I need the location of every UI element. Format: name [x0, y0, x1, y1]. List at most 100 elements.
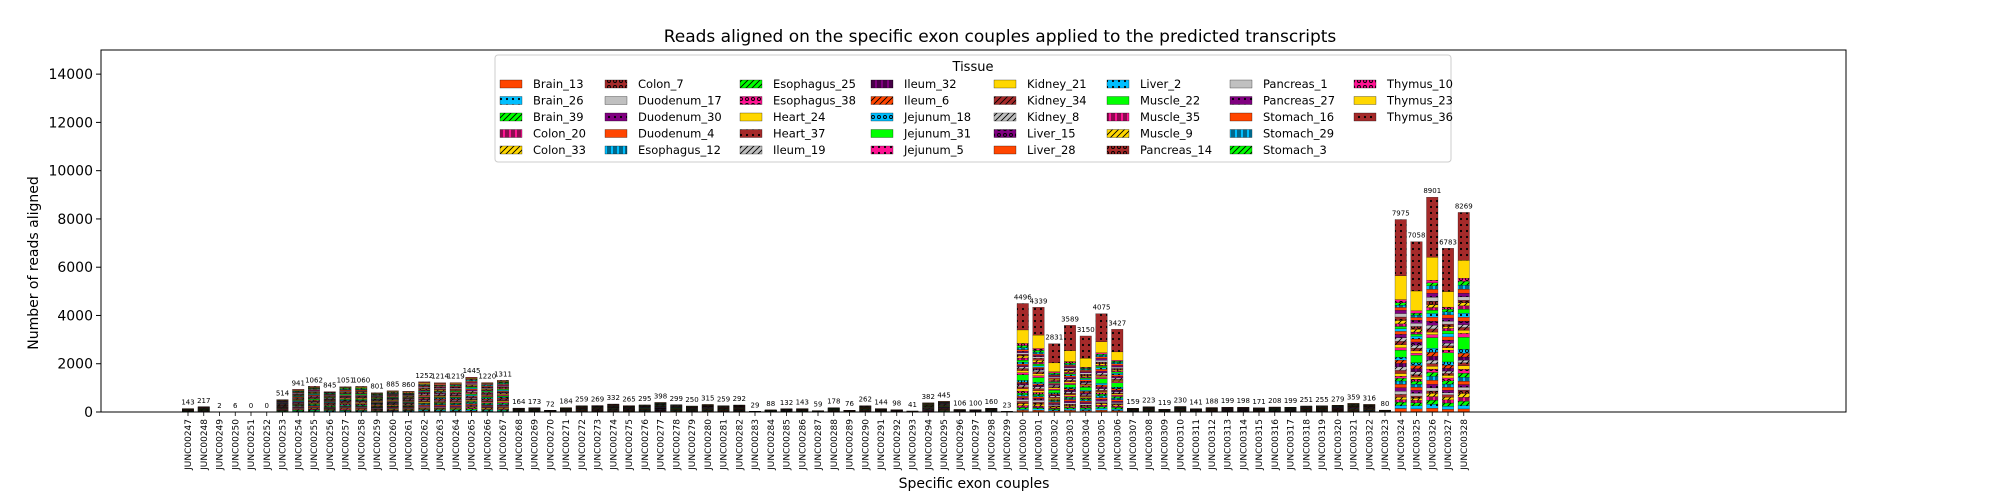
- legend-label: Esophagus_12: [638, 143, 721, 157]
- bar-segment: [465, 393, 478, 395]
- x-tick-label: JUNC00303: [1066, 419, 1076, 471]
- bar-segment: [1016, 303, 1029, 331]
- bar-segment: [1032, 365, 1045, 368]
- bar-JUNC00276: [638, 404, 651, 413]
- bar-segment: [1016, 403, 1029, 406]
- x-tick-label: JUNC00257: [342, 419, 352, 471]
- legend-item: Kidney_8: [993, 110, 1079, 124]
- bar-segment: [1032, 408, 1045, 411]
- legend-item: Muscle_22: [1106, 94, 1200, 108]
- bar-segment: [1048, 401, 1061, 403]
- bar-segment: [1095, 397, 1108, 400]
- bar-segment: [1032, 404, 1045, 407]
- x-tick-label: JUNC00307: [1129, 419, 1139, 471]
- legend-item: Brain_26: [499, 94, 584, 108]
- x-tick-label: JUNC00265: [468, 419, 478, 471]
- x-tick-label: JUNC00288: [830, 419, 840, 471]
- data-label: 8269: [1455, 202, 1473, 210]
- bar-segment: [1426, 366, 1439, 370]
- legend-swatch: [870, 79, 894, 89]
- bar-segment: [1032, 390, 1045, 393]
- bar-segment: [1032, 392, 1045, 395]
- bar-segment: [1048, 396, 1061, 399]
- legend-label: Heart_24: [773, 110, 825, 124]
- bar-segment: [1016, 399, 1029, 402]
- bar-segment: [1111, 380, 1124, 382]
- data-label: 143: [796, 399, 809, 407]
- x-tick-label: JUNC00273: [594, 419, 604, 471]
- bar-segment: [1048, 343, 1061, 364]
- bar-segment: [1394, 323, 1407, 327]
- bar-segment: [1048, 386, 1061, 388]
- bar-segment: [1394, 390, 1407, 395]
- x-tick-label: JUNC00282: [735, 419, 745, 471]
- bar-segment: [1079, 405, 1092, 408]
- bar-segment: [1442, 321, 1454, 325]
- bar-segment: [1032, 373, 1045, 376]
- x-tick-label: JUNC00262: [420, 419, 430, 471]
- bar-segment: [1426, 390, 1439, 394]
- bar-segment: [1016, 363, 1029, 366]
- legend-item: Duodenum_30: [604, 110, 722, 124]
- bar-segment: [1016, 397, 1029, 400]
- bar-JUNC00326: [1426, 197, 1439, 413]
- bar-segment: [1016, 384, 1029, 387]
- legend-item: Liver_15: [993, 127, 1076, 141]
- legend-label: Ileum_6: [904, 94, 949, 108]
- bar-segment: [418, 410, 431, 412]
- bar-segment: [1111, 381, 1124, 383]
- bar-segment: [1442, 352, 1454, 363]
- bar-segment: [1048, 393, 1061, 395]
- bar-segment: [1394, 305, 1407, 308]
- bar-segment: [1079, 378, 1092, 380]
- bar-segment: [481, 391, 494, 393]
- bar-segment: [497, 390, 509, 392]
- legend-item: Kidney_34: [993, 94, 1087, 108]
- chart-title: Reads aligned on the specific exon coupl…: [664, 27, 1337, 47]
- bar-segment: [465, 401, 478, 403]
- legend-item: Heart_24: [739, 110, 825, 124]
- bar-segment: [1079, 369, 1092, 371]
- bar-segment: [1457, 320, 1470, 325]
- bar-segment: [1442, 323, 1454, 327]
- bar-segment: [497, 400, 509, 402]
- bar-segment: [418, 382, 431, 384]
- data-label: 23: [1003, 401, 1012, 409]
- bar-segment: [497, 380, 509, 382]
- bar-segment: [1457, 384, 1470, 388]
- bar-segment: [1410, 353, 1423, 356]
- x-tick-label: JUNC00259: [373, 419, 383, 471]
- bar-JUNC00271: [560, 407, 572, 413]
- bar-segment: [434, 400, 446, 402]
- bar-JUNC00319: [1316, 405, 1328, 413]
- legend-label: Colon_7: [638, 77, 684, 91]
- legend-swatch: [604, 145, 628, 155]
- legend-swatch: [499, 96, 523, 105]
- data-label: 1051: [337, 377, 355, 385]
- bar-segment: [1442, 333, 1454, 338]
- bar-segment: [1394, 320, 1407, 324]
- bar-segment: [386, 390, 399, 392]
- bar-segment: [308, 386, 320, 388]
- bar-segment: [465, 409, 478, 412]
- bar-JUNC00248: [197, 406, 210, 413]
- data-label: 98: [892, 400, 901, 408]
- bar-segment: [1457, 401, 1470, 406]
- legend-swatch: [739, 96, 763, 105]
- bar-segment: [465, 390, 478, 392]
- bar-segment: [481, 392, 494, 394]
- bar-segment: [1048, 379, 1061, 381]
- bar-segment: [1016, 347, 1029, 350]
- bar-segment: [1426, 384, 1439, 389]
- bar-segment: [1457, 313, 1470, 318]
- bar-segment: [1079, 390, 1092, 392]
- bar-segment: [1016, 396, 1029, 398]
- bar-JUNC00303: [1064, 325, 1076, 413]
- legend-swatch: [739, 112, 763, 122]
- bar-segment: [1095, 360, 1108, 363]
- legend-label: Stomach_29: [1263, 127, 1334, 141]
- bar-segment: [1442, 342, 1454, 346]
- bar-segment: [1064, 362, 1076, 365]
- bar-segment: [1095, 352, 1108, 355]
- bar-segment: [1410, 331, 1423, 335]
